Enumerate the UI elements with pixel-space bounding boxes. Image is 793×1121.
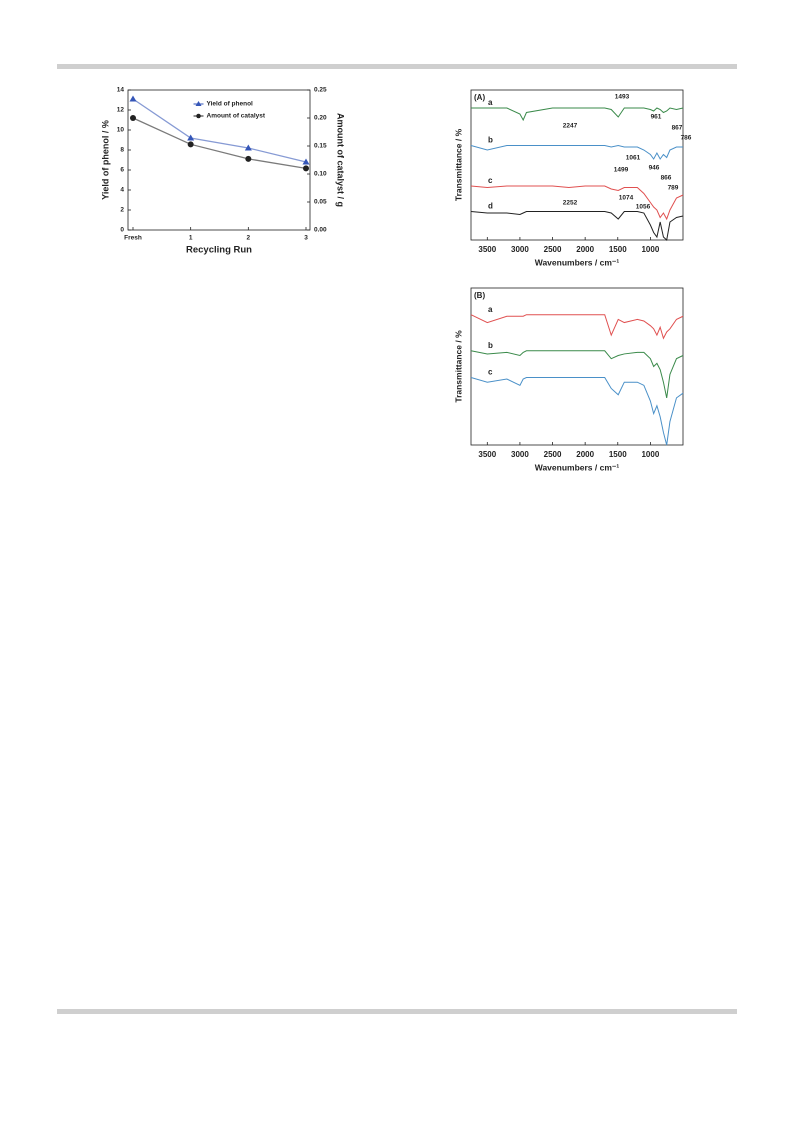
x-tick-label: 1500 xyxy=(609,245,627,254)
x-tick-label: 1000 xyxy=(641,450,659,459)
x-tick-label: 3000 xyxy=(511,450,529,459)
y-tick-label: 8 xyxy=(120,147,124,154)
trace-label: b xyxy=(488,136,493,145)
trace-label: b xyxy=(488,341,493,350)
y-tick-label: 10 xyxy=(117,127,125,134)
trace-label: d xyxy=(488,202,493,211)
x-tick-label: 3 xyxy=(304,235,308,242)
series-line xyxy=(132,98,307,163)
x-tick-label: Fresh xyxy=(124,235,142,242)
trace-label: a xyxy=(488,98,493,107)
marker xyxy=(187,141,194,148)
y-tick-label: 2 xyxy=(120,207,124,214)
plot-frame xyxy=(470,287,684,446)
peak-label: 866 xyxy=(661,175,672,182)
panel-label: (B) xyxy=(474,291,485,300)
peak-label: 1074 xyxy=(619,195,634,202)
legend-label: Yield of phenol xyxy=(207,101,254,108)
x-tick-label: 3000 xyxy=(511,245,529,254)
x-tick-label: 2000 xyxy=(576,245,594,254)
y-tick-label: 14 xyxy=(117,87,125,94)
y-tick-label: 12 xyxy=(117,107,125,114)
y2-tick-label: 0.15 xyxy=(314,143,327,150)
y2-tick-label: 0.00 xyxy=(314,227,327,234)
x-tick-label: 1 xyxy=(189,235,193,242)
y-axis-label: Transmittance / % xyxy=(453,128,463,201)
spectrum-line xyxy=(470,376,684,446)
peak-label: 2247 xyxy=(563,123,578,130)
x-tick-label: 1500 xyxy=(609,450,627,459)
peak-label: 786 xyxy=(681,135,692,142)
footer-rule xyxy=(57,1009,737,1014)
y2-tick-label: 0.20 xyxy=(314,115,327,122)
peak-label: 961 xyxy=(651,114,662,121)
peak-label: 1493 xyxy=(615,94,630,101)
x-tick-label: 3500 xyxy=(478,450,496,459)
peak-label: 946 xyxy=(649,165,660,172)
peak-label: 867 xyxy=(672,125,683,132)
y-tick-label: 6 xyxy=(120,167,124,174)
spectrum-line xyxy=(470,211,684,241)
x-tick-label: 1000 xyxy=(641,245,659,254)
spectrum-line xyxy=(470,144,683,160)
peak-label: 1056 xyxy=(636,204,651,211)
marker xyxy=(129,95,137,102)
series-line xyxy=(132,117,307,170)
y2-axis-label: Amount of catalyst / g xyxy=(336,113,346,207)
x-axis-label: Wavenumbers / cm⁻¹ xyxy=(535,257,620,267)
peak-label: 1061 xyxy=(626,155,641,162)
x-tick-label: 2500 xyxy=(544,245,562,254)
spectrum-line xyxy=(470,314,684,340)
y2-tick-label: 0.05 xyxy=(314,199,327,206)
trace-label: a xyxy=(488,305,493,314)
marker xyxy=(245,155,252,162)
legend-marker xyxy=(195,101,202,106)
y-axis-label: Transmittance / % xyxy=(453,330,463,403)
x-axis-label: Recycling Run xyxy=(186,245,252,256)
legend-label: Amount of catalyst xyxy=(207,113,266,120)
marker xyxy=(130,115,136,121)
spectrum-line xyxy=(470,350,684,399)
x-tick-label: 2500 xyxy=(544,450,562,459)
x-tick-label: 2000 xyxy=(576,450,594,459)
trace-label: c xyxy=(488,176,493,185)
x-axis-label: Wavenumbers / cm⁻¹ xyxy=(535,462,620,472)
peak-label: 1499 xyxy=(614,167,629,174)
x-tick-label: 3500 xyxy=(478,245,496,254)
y-tick-label: 4 xyxy=(120,187,124,194)
legend-marker xyxy=(196,113,201,119)
y-axis-label: Yield of phenol / % xyxy=(100,120,110,200)
spectrum-line xyxy=(471,107,684,122)
plot-frame xyxy=(470,89,684,241)
panel-label: (A) xyxy=(474,93,485,102)
y2-tick-label: 0.25 xyxy=(314,87,327,94)
trace-label: c xyxy=(488,368,493,377)
header-rule xyxy=(57,64,737,69)
x-tick-label: 2 xyxy=(247,235,251,242)
y-tick-label: 0 xyxy=(120,227,124,234)
plot-frame xyxy=(127,89,311,231)
marker xyxy=(302,158,310,165)
peak-label: 2252 xyxy=(563,200,578,207)
peak-label: 789 xyxy=(668,185,679,192)
marker xyxy=(303,165,309,172)
spectrum-line xyxy=(470,185,684,221)
marker xyxy=(244,144,252,151)
y2-tick-label: 0.10 xyxy=(314,171,327,178)
marker xyxy=(187,134,195,141)
